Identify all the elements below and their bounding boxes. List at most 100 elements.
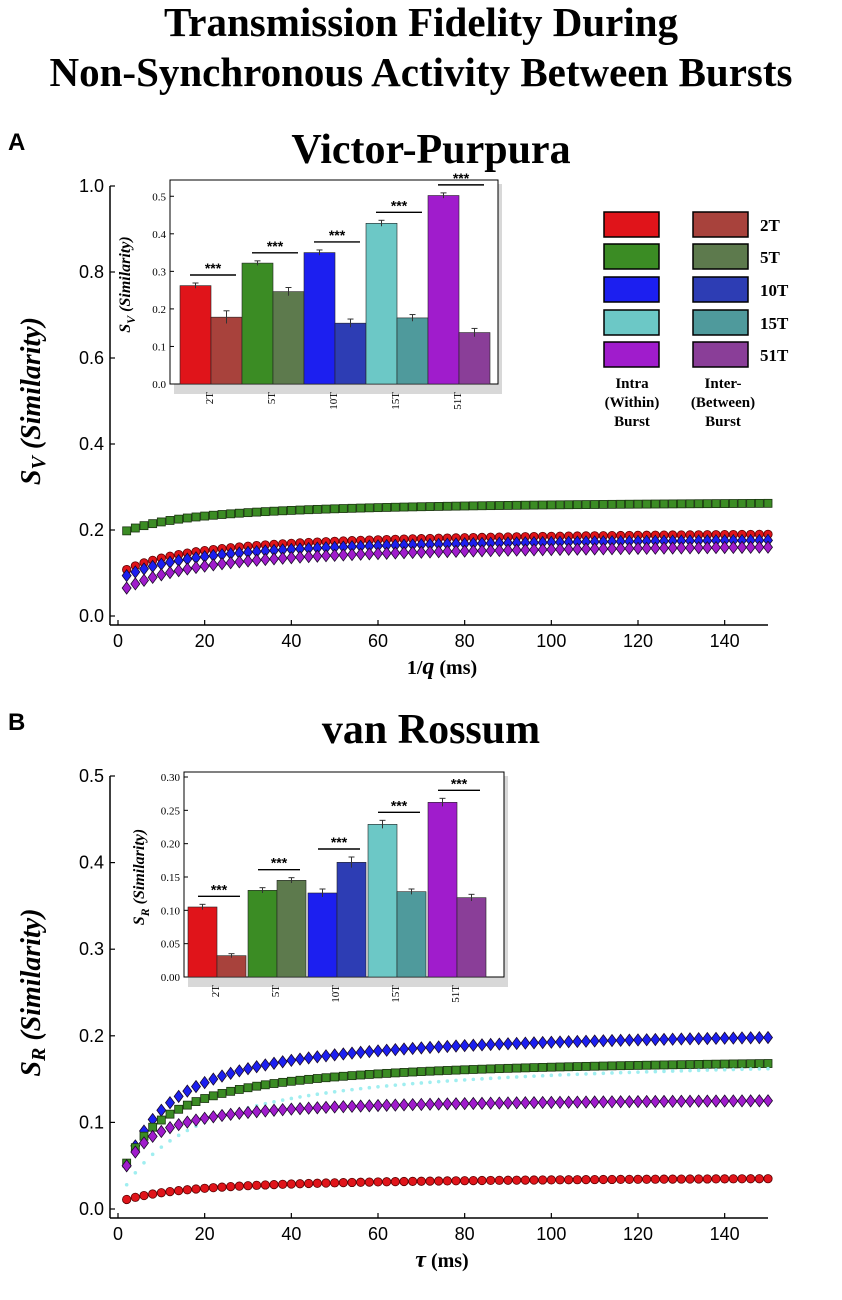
data-point bbox=[610, 1071, 614, 1075]
bar-inter-15T bbox=[396, 317, 429, 385]
data-point bbox=[312, 1074, 322, 1083]
data-point bbox=[618, 1070, 623, 1075]
legend-caption-intra: Intra bbox=[615, 376, 649, 392]
data-point bbox=[364, 503, 374, 513]
data-point bbox=[538, 1062, 548, 1072]
y-tick-label: 1.0 bbox=[79, 176, 104, 196]
data-point bbox=[748, 1067, 753, 1071]
data-point bbox=[607, 1174, 617, 1185]
data-point bbox=[199, 1111, 210, 1125]
data-point bbox=[408, 502, 418, 512]
data-point bbox=[341, 1088, 346, 1093]
data-point bbox=[442, 1097, 453, 1111]
data-point bbox=[763, 498, 773, 508]
data-point bbox=[321, 1073, 331, 1083]
data-point bbox=[165, 516, 175, 525]
data-point bbox=[286, 505, 296, 515]
data-point bbox=[468, 501, 478, 511]
y-tick-label: 0.6 bbox=[79, 348, 104, 368]
data-point bbox=[754, 540, 765, 554]
data-point bbox=[312, 1101, 323, 1115]
data-point bbox=[260, 1058, 271, 1072]
inset-x-tick-label: 10T bbox=[330, 985, 342, 1003]
data-point bbox=[494, 501, 504, 510]
data-point bbox=[590, 1061, 600, 1071]
bar-intra-2T bbox=[179, 285, 212, 385]
series-10T bbox=[121, 533, 773, 583]
inset-x-tick-label: 15T bbox=[390, 392, 402, 410]
data-point bbox=[529, 1063, 539, 1073]
data-point bbox=[121, 581, 132, 595]
data-point bbox=[356, 1177, 366, 1187]
inset-x-tick-label: 51T bbox=[452, 392, 464, 410]
data-point bbox=[650, 541, 661, 555]
data-point bbox=[399, 502, 409, 512]
data-point bbox=[477, 1038, 487, 1052]
data-point bbox=[633, 541, 643, 556]
data-point bbox=[225, 1107, 236, 1122]
data-point bbox=[581, 500, 591, 509]
bar-intra-10T bbox=[303, 252, 336, 385]
data-point bbox=[408, 1067, 418, 1077]
data-point bbox=[243, 1181, 253, 1191]
bar-inter-5T bbox=[272, 291, 305, 385]
data-point bbox=[532, 1074, 536, 1078]
data-point bbox=[511, 1036, 522, 1051]
inset-x-tick-label: 5T bbox=[270, 985, 282, 998]
data-point bbox=[659, 1174, 669, 1184]
inset-x-tick-label: 2T bbox=[204, 392, 216, 405]
data-point bbox=[468, 544, 479, 558]
inset-y-tick-label: 0.25 bbox=[161, 805, 181, 817]
data-point bbox=[182, 562, 193, 576]
data-point bbox=[338, 1047, 349, 1061]
data-point bbox=[234, 1181, 244, 1191]
series-51T bbox=[121, 540, 773, 595]
data-point bbox=[304, 1178, 314, 1189]
data-point bbox=[260, 552, 271, 567]
data-point bbox=[555, 1062, 565, 1072]
data-point bbox=[485, 1037, 496, 1052]
data-point bbox=[150, 1152, 155, 1157]
data-point bbox=[330, 1178, 340, 1188]
data-point bbox=[737, 499, 747, 508]
data-point bbox=[358, 1086, 363, 1091]
data-point bbox=[668, 499, 678, 509]
bar-intra-5T bbox=[241, 262, 274, 385]
y-axis-label: SV (Similarity) bbox=[16, 317, 50, 485]
data-point bbox=[667, 541, 678, 555]
data-point bbox=[252, 507, 262, 517]
data-point bbox=[659, 1032, 669, 1047]
data-point bbox=[589, 1095, 600, 1109]
data-point bbox=[460, 1065, 470, 1075]
data-point bbox=[425, 545, 435, 559]
data-point bbox=[347, 1099, 357, 1114]
panel-title: Victor-Purpura bbox=[291, 127, 570, 173]
data-point bbox=[376, 1085, 380, 1089]
data-point bbox=[564, 500, 574, 510]
data-point bbox=[321, 1178, 331, 1188]
data-point bbox=[737, 1059, 747, 1069]
data-point bbox=[633, 1033, 643, 1047]
data-point bbox=[728, 1094, 739, 1108]
data-point bbox=[121, 1159, 132, 1173]
data-point bbox=[624, 541, 635, 556]
data-point bbox=[737, 1174, 747, 1184]
data-point bbox=[624, 1174, 634, 1184]
data-point bbox=[555, 542, 565, 557]
data-point bbox=[598, 1095, 609, 1109]
legend-caption-inter: Burst bbox=[705, 414, 741, 430]
x-axis-label: τ (ms) bbox=[415, 1247, 468, 1273]
data-point bbox=[486, 1064, 496, 1074]
data-point bbox=[269, 1180, 279, 1190]
data-point bbox=[304, 1074, 314, 1084]
data-point bbox=[200, 1183, 210, 1193]
data-point bbox=[520, 1063, 530, 1073]
data-point bbox=[685, 1094, 695, 1108]
data-point bbox=[139, 521, 149, 531]
data-point bbox=[693, 541, 704, 555]
data-point bbox=[572, 1062, 582, 1071]
data-point bbox=[321, 1049, 331, 1063]
data-point bbox=[650, 1174, 660, 1184]
data-point bbox=[315, 1092, 320, 1096]
